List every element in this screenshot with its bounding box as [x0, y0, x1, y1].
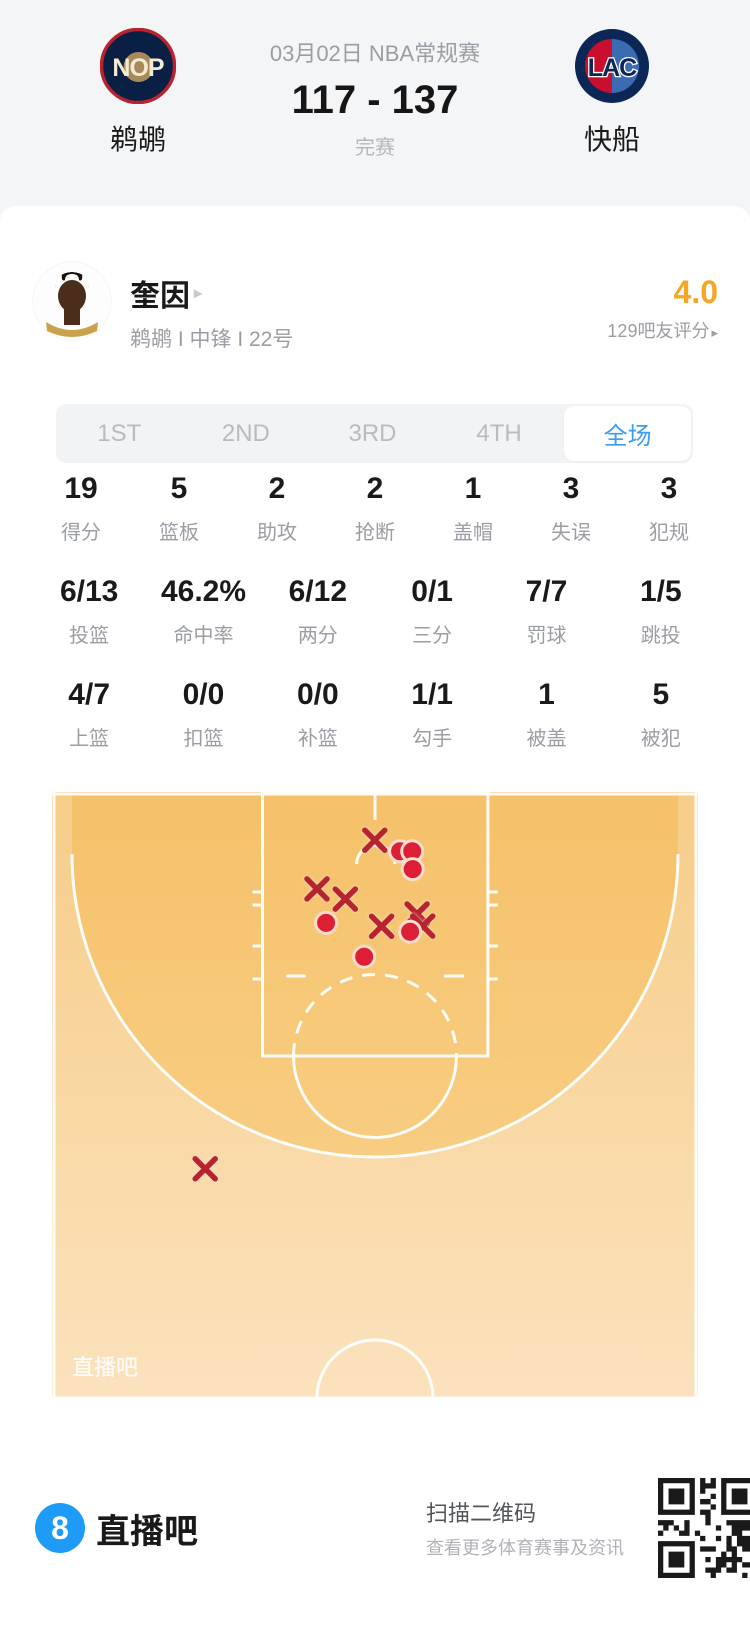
svg-text:8: 8 [51, 1510, 69, 1546]
svg-text:NOP: NOP [112, 54, 164, 82]
svg-text:LAC: LAC [588, 54, 637, 82]
